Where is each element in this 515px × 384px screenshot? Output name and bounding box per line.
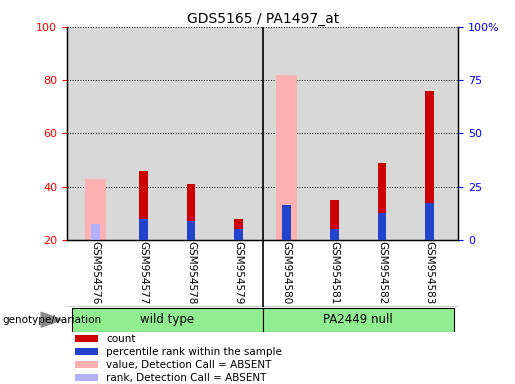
Text: GSM954578: GSM954578 (186, 242, 196, 305)
Bar (75, 361, 98, 368)
Title: GDS5165 / PA1497_at: GDS5165 / PA1497_at (186, 12, 339, 26)
Bar (377, 214, 386, 240)
Bar (75, 348, 98, 355)
Bar (276, 75, 297, 240)
Text: wild type: wild type (140, 313, 194, 326)
Text: value, Detection Call = ABSENT: value, Detection Call = ABSENT (106, 359, 271, 369)
Bar (91, 224, 100, 240)
Text: GSM954581: GSM954581 (329, 242, 339, 305)
Bar (75, 335, 98, 342)
Text: genotype/variation: genotype/variation (3, 314, 101, 325)
Bar (282, 205, 291, 240)
Bar (425, 203, 434, 240)
Bar (377, 163, 386, 240)
Bar (330, 200, 338, 240)
Polygon shape (41, 312, 62, 327)
Text: GSM954576: GSM954576 (91, 242, 100, 305)
Text: GSM954582: GSM954582 (377, 242, 387, 305)
Text: GSM954580: GSM954580 (282, 242, 291, 305)
FancyBboxPatch shape (72, 308, 263, 332)
Bar (139, 171, 148, 240)
Bar (234, 229, 243, 240)
Bar (425, 91, 434, 240)
FancyBboxPatch shape (263, 308, 454, 332)
Text: GSM954579: GSM954579 (234, 242, 244, 305)
Bar (330, 229, 338, 240)
Text: GSM954583: GSM954583 (425, 242, 435, 305)
Text: GSM954577: GSM954577 (139, 242, 148, 305)
Text: percentile rank within the sample: percentile rank within the sample (106, 347, 282, 357)
Text: PA2449 null: PA2449 null (323, 313, 393, 326)
Bar (139, 219, 148, 240)
Bar (187, 184, 195, 240)
Text: rank, Detection Call = ABSENT: rank, Detection Call = ABSENT (106, 372, 266, 382)
Bar (85, 179, 106, 240)
Text: count: count (106, 334, 135, 344)
Bar (187, 221, 195, 240)
Bar (75, 374, 98, 381)
Bar (234, 219, 243, 240)
